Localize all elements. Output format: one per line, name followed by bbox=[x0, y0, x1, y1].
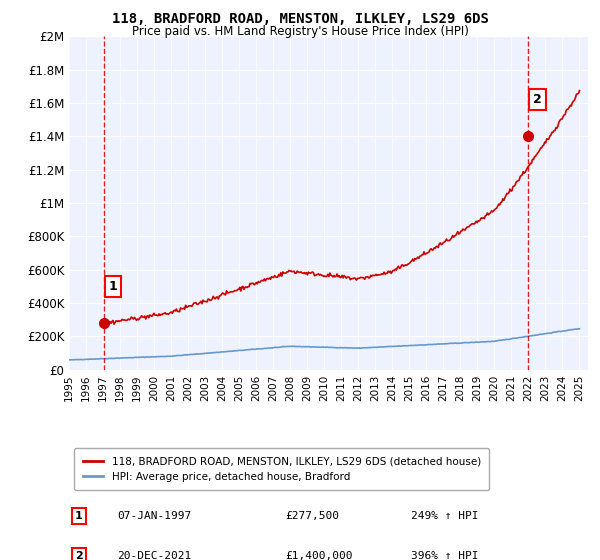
Text: 249% ↑ HPI: 249% ↑ HPI bbox=[411, 511, 479, 521]
Text: £277,500: £277,500 bbox=[285, 511, 339, 521]
Text: 2: 2 bbox=[75, 551, 83, 560]
Text: 396% ↑ HPI: 396% ↑ HPI bbox=[411, 551, 479, 560]
Text: 2: 2 bbox=[533, 93, 542, 106]
Text: Price paid vs. HM Land Registry's House Price Index (HPI): Price paid vs. HM Land Registry's House … bbox=[131, 25, 469, 38]
Legend: 118, BRADFORD ROAD, MENSTON, ILKLEY, LS29 6DS (detached house), HPI: Average pri: 118, BRADFORD ROAD, MENSTON, ILKLEY, LS2… bbox=[74, 448, 489, 490]
Text: 118, BRADFORD ROAD, MENSTON, ILKLEY, LS29 6DS: 118, BRADFORD ROAD, MENSTON, ILKLEY, LS2… bbox=[112, 12, 488, 26]
Text: 07-JAN-1997: 07-JAN-1997 bbox=[117, 511, 191, 521]
Text: £1,400,000: £1,400,000 bbox=[285, 551, 353, 560]
Text: 1: 1 bbox=[109, 280, 118, 293]
Text: 1: 1 bbox=[75, 511, 83, 521]
Text: 20-DEC-2021: 20-DEC-2021 bbox=[117, 551, 191, 560]
